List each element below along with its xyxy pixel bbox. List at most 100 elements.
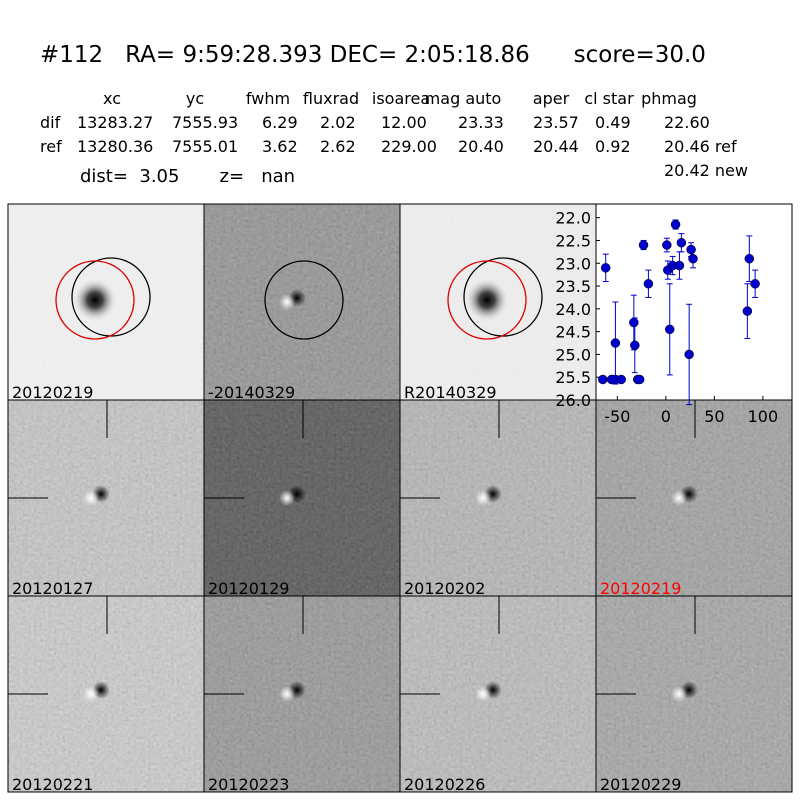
- column-header: isoarea: [371, 89, 431, 108]
- column-header: fwhm: [245, 89, 291, 108]
- panel-label: 20120129: [208, 579, 289, 598]
- panel-label: 20120221: [12, 775, 93, 794]
- image-panel: 20120229: [595, 595, 793, 794]
- image-panel: 20120129: [203, 399, 401, 598]
- cell: 23.57: [533, 113, 579, 132]
- column-header: mag auto: [424, 89, 502, 108]
- cell: 6.29: [262, 113, 298, 132]
- data-point: [610, 338, 621, 348]
- ref-circle: [264, 260, 344, 340]
- x-tick-label: 100: [748, 407, 779, 426]
- chart-bg: [595, 203, 793, 401]
- panel-label: 20120219: [12, 383, 93, 402]
- image-panel: -20140329: [203, 203, 401, 402]
- star: [465, 278, 509, 322]
- cell: 2.62: [320, 137, 356, 156]
- panel-label: -20140329: [208, 383, 295, 402]
- cell: 3.62: [262, 137, 298, 156]
- panel-label: R20140329: [404, 383, 497, 402]
- image-panel: R20140329: [399, 203, 597, 402]
- column-header: yc: [185, 89, 205, 108]
- cell: 229.00: [381, 137, 437, 156]
- data-point: [629, 317, 639, 328]
- cell: 0.49: [595, 113, 631, 132]
- panel-frame: [595, 595, 793, 793]
- bright-spot: [83, 490, 99, 506]
- x-tick-label: 0: [661, 407, 671, 426]
- data-point: [662, 240, 672, 250]
- data-point: [600, 263, 611, 273]
- column-header: cl star: [584, 89, 634, 108]
- image-panel: 20120223: [203, 595, 401, 794]
- image-panel: 20120219: [595, 399, 793, 598]
- bright-spot: [279, 490, 295, 506]
- cell: 13283.27: [77, 113, 154, 132]
- row-label: ref: [40, 137, 62, 156]
- data-point: [688, 253, 698, 264]
- data-point: [634, 374, 645, 385]
- column-header: aper: [532, 89, 570, 108]
- y-tick-label: 22.5: [555, 231, 591, 250]
- cell: 2.02: [320, 113, 356, 132]
- bright-spot: [279, 686, 295, 702]
- data-point: [616, 374, 626, 385]
- column-header: fluxrad: [302, 89, 360, 108]
- phmag-new: 20.42 new: [664, 161, 748, 180]
- bright-spot: [671, 686, 687, 702]
- data-point: [638, 240, 649, 250]
- ref-circle: [447, 260, 527, 340]
- data-point: [643, 279, 654, 289]
- data-point: [684, 349, 694, 360]
- cell: 12.00: [381, 113, 427, 132]
- data-point: [630, 340, 640, 351]
- cell: 20.44: [533, 137, 579, 156]
- dist-line: dist= 3.05 z= nan: [80, 166, 296, 187]
- data-point: [742, 306, 753, 316]
- cell: 23.33: [458, 113, 504, 132]
- column-header: xc: [103, 89, 121, 108]
- data-point: [744, 253, 755, 264]
- panel-label: 20120223: [208, 775, 289, 794]
- data-point: [676, 237, 687, 248]
- bright-spot: [279, 294, 295, 310]
- image-panel: 20120127: [7, 399, 205, 598]
- cell: 22.60: [664, 113, 710, 132]
- cell: 13280.36: [77, 137, 154, 156]
- title: #112 RA= 9:59:28.393 DEC= 2:05:18.86 sco…: [40, 42, 706, 68]
- bright-spot: [475, 686, 491, 702]
- panel-label: 20120127: [12, 579, 93, 598]
- data-point: [750, 279, 760, 289]
- bright-spot: [475, 490, 491, 506]
- panel-label: 20120219: [600, 579, 681, 598]
- bright-spot: [671, 490, 687, 506]
- y-tick-label: 25.0: [555, 345, 591, 364]
- data-point: [674, 260, 685, 271]
- image-panel: 20120219: [7, 203, 205, 402]
- y-tick-label: 23.0: [555, 254, 591, 273]
- data-point: [598, 374, 608, 385]
- cell: 20.40: [458, 137, 504, 156]
- y-tick-label: 25.5: [555, 368, 591, 387]
- panel-label: 20120229: [600, 775, 681, 794]
- cell: 7555.93: [172, 113, 239, 132]
- data-point: [664, 324, 675, 335]
- cell: 7555.01: [172, 137, 239, 156]
- bright-spot: [83, 686, 99, 702]
- y-tick-label: 26.0: [555, 391, 591, 410]
- data-point: [670, 219, 681, 230]
- star: [73, 278, 117, 322]
- x-tick-label: -50: [604, 407, 630, 426]
- row-label: dif: [40, 113, 61, 132]
- image-panel: 20120202: [399, 399, 597, 598]
- image-panel: 20120226: [399, 595, 597, 794]
- y-tick-label: 24.0: [555, 300, 591, 319]
- y-tick-label: 22.0: [555, 209, 591, 228]
- cell: 20.46 ref: [664, 137, 737, 156]
- cell: 0.92: [595, 137, 631, 156]
- panel-label: 20120226: [404, 775, 485, 794]
- ref-circle: [55, 260, 135, 340]
- panel-label: 20120202: [404, 579, 485, 598]
- y-tick-label: 23.5: [555, 277, 591, 296]
